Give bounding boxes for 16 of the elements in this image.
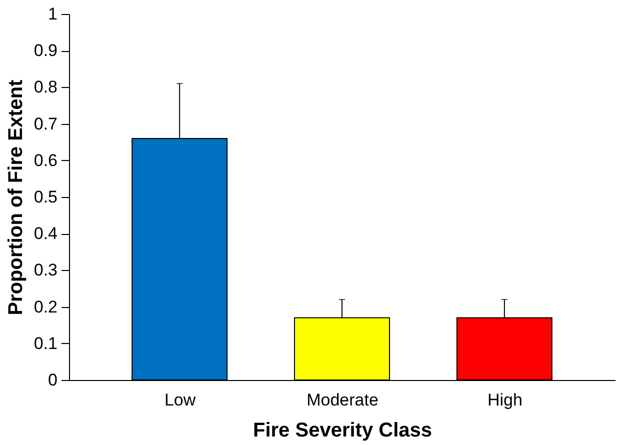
y-tick-label: 0.5	[34, 188, 58, 206]
y-tick-label: 0.7	[34, 114, 58, 134]
y-tick-label: 0.3	[34, 260, 58, 280]
y-tick-label: 0.9	[34, 41, 58, 60]
x-tick-label: Moderate	[306, 390, 378, 410]
y-tick-label: 0.1	[34, 334, 58, 353]
x-axis-title: Fire Severity Class	[253, 420, 432, 442]
y-tick-label: 0.8	[34, 78, 58, 97]
y-tick-label: 0.6	[34, 150, 58, 170]
x-tick-label: High	[487, 390, 522, 410]
y-tick-label: 1	[48, 4, 58, 24]
x-tick-label: Low	[164, 390, 196, 410]
y-tick-label: 0.2	[34, 297, 58, 316]
y-axis-title: Proportion of Fire Extent	[4, 79, 27, 316]
y-tick-label: 0.4	[34, 224, 58, 244]
y-tick-label: 0	[48, 370, 58, 390]
